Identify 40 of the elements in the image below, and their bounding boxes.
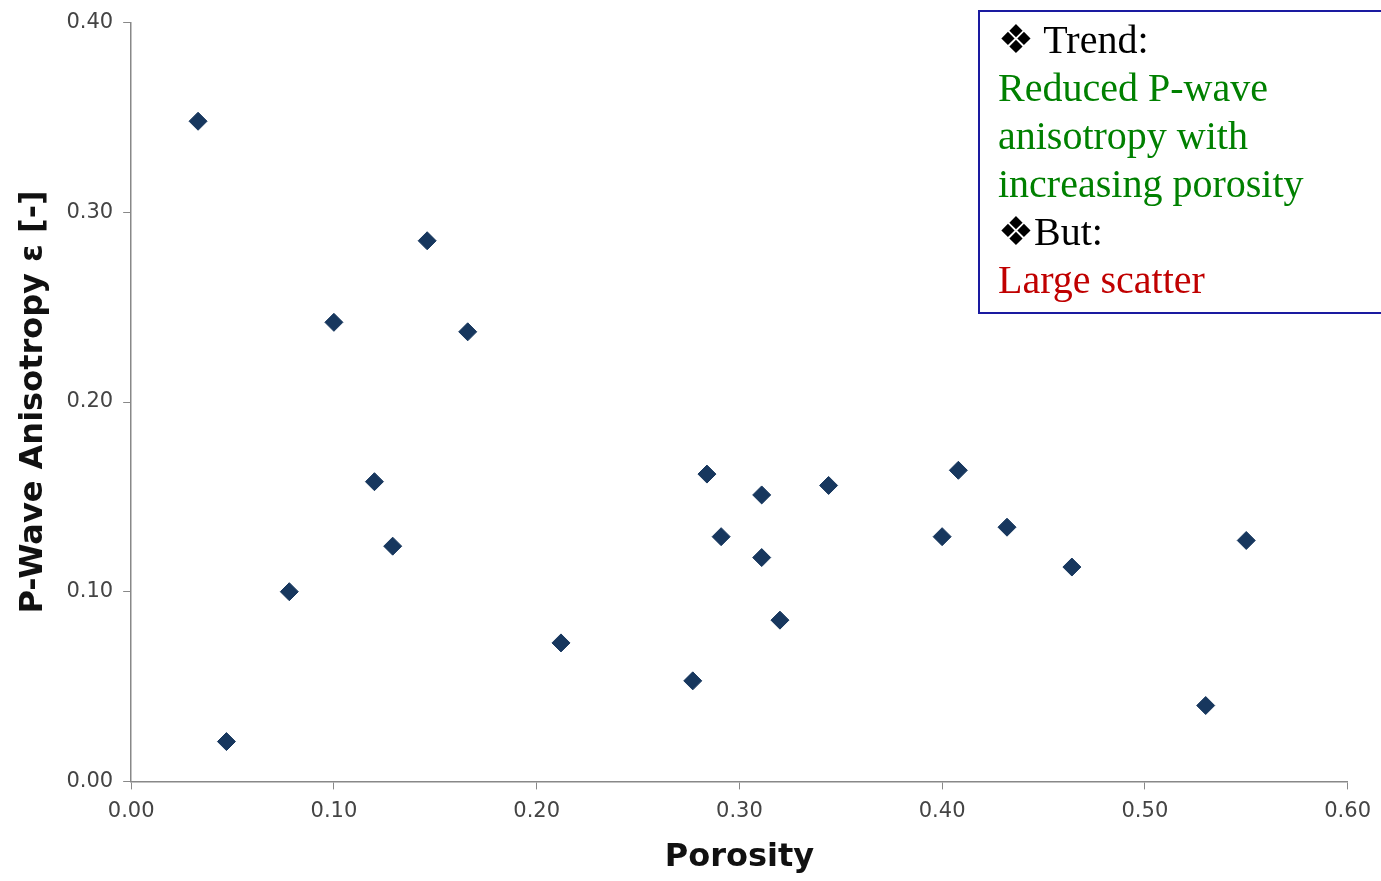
annotation: Large scatter <box>998 256 1206 304</box>
point <box>819 475 839 495</box>
point <box>324 312 344 332</box>
x-tick-label: 0.30 <box>716 798 763 823</box>
point <box>752 485 772 505</box>
x-tick-label: 0.50 <box>1121 798 1169 823</box>
y-tick-label: 0.40 <box>66 9 114 34</box>
point <box>948 460 968 480</box>
point <box>417 231 437 251</box>
y-tick-label: 0.00 <box>66 767 114 792</box>
point <box>1196 696 1216 716</box>
point <box>770 610 790 630</box>
point <box>188 111 208 131</box>
point <box>932 527 952 547</box>
annotation: Reduced P-wave anisotropy with increasing porosity <box>998 64 1305 208</box>
point <box>216 732 236 752</box>
y-tick-label: 0.20 <box>66 388 114 413</box>
point <box>752 548 772 568</box>
y-tick-label: 0.10 <box>66 578 114 603</box>
x-axis-title: Porosity <box>664 836 815 875</box>
point <box>458 322 478 342</box>
x-tick-label: 0.20 <box>513 798 561 823</box>
x-tick-label: 0.00 <box>107 798 155 823</box>
y-tick-label: 0.30 <box>66 198 114 223</box>
point <box>1062 557 1082 577</box>
point <box>683 671 703 691</box>
point <box>697 464 717 484</box>
y-axis-title: P-Wave Anisotropy ε [-] <box>11 190 50 614</box>
x-tick-label: 0.40 <box>918 798 966 823</box>
point <box>1236 530 1256 550</box>
point <box>279 582 299 602</box>
point <box>711 527 731 547</box>
annotation: ❖ Trend: <box>998 16 1150 64</box>
point <box>997 517 1017 537</box>
x-tick-label: 0.60 <box>1324 798 1371 823</box>
annotation: ❖But: <box>998 208 1104 256</box>
point <box>364 472 384 492</box>
point <box>383 536 403 556</box>
x-tick-label: 0.10 <box>310 798 358 823</box>
point <box>551 633 571 653</box>
